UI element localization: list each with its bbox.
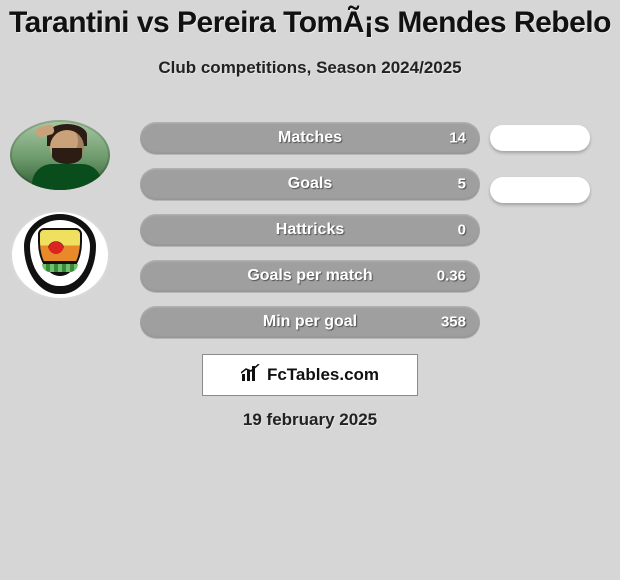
subtitle: Club competitions, Season 2024/2025 — [0, 58, 620, 78]
player-avatar — [10, 120, 110, 190]
brand-text: FcTables.com — [267, 365, 379, 385]
stat-bars: Matches 14 Goals 5 Hattricks 0 Goals per match… — [140, 122, 480, 352]
stat-bar: Hattricks 0 — [140, 214, 480, 246]
stat-value: 0.36 — [437, 268, 466, 285]
stat-label: Goals — [288, 175, 332, 193]
stat-value: 14 — [449, 130, 466, 147]
comparison-pill — [490, 177, 590, 203]
comparison-card: Tarantini vs Pereira TomÃ¡s Mendes Rebel… — [0, 0, 620, 580]
stat-value: 358 — [441, 314, 466, 331]
comparison-pills — [490, 122, 600, 367]
stat-label: Matches — [278, 129, 342, 147]
stat-label: Goals per match — [247, 267, 372, 285]
stat-bar: Goals per match 0.36 — [140, 260, 480, 292]
chart-icon — [241, 364, 261, 387]
club-crest — [10, 210, 110, 300]
stat-bar: Matches 14 — [140, 122, 480, 154]
avatars-column — [10, 120, 120, 320]
stat-value: 5 — [458, 176, 466, 193]
brand-badge[interactable]: FcTables.com — [202, 354, 418, 396]
stat-bar: Min per goal 358 — [140, 306, 480, 338]
stat-label: Hattricks — [276, 221, 344, 239]
comparison-pill — [490, 125, 590, 151]
page-title: Tarantini vs Pereira TomÃ¡s Mendes Rebel… — [0, 0, 620, 40]
stat-bar: Goals 5 — [140, 168, 480, 200]
footer-date: 19 february 2025 — [243, 410, 377, 430]
stat-label: Min per goal — [263, 313, 357, 331]
stat-value: 0 — [458, 222, 466, 239]
